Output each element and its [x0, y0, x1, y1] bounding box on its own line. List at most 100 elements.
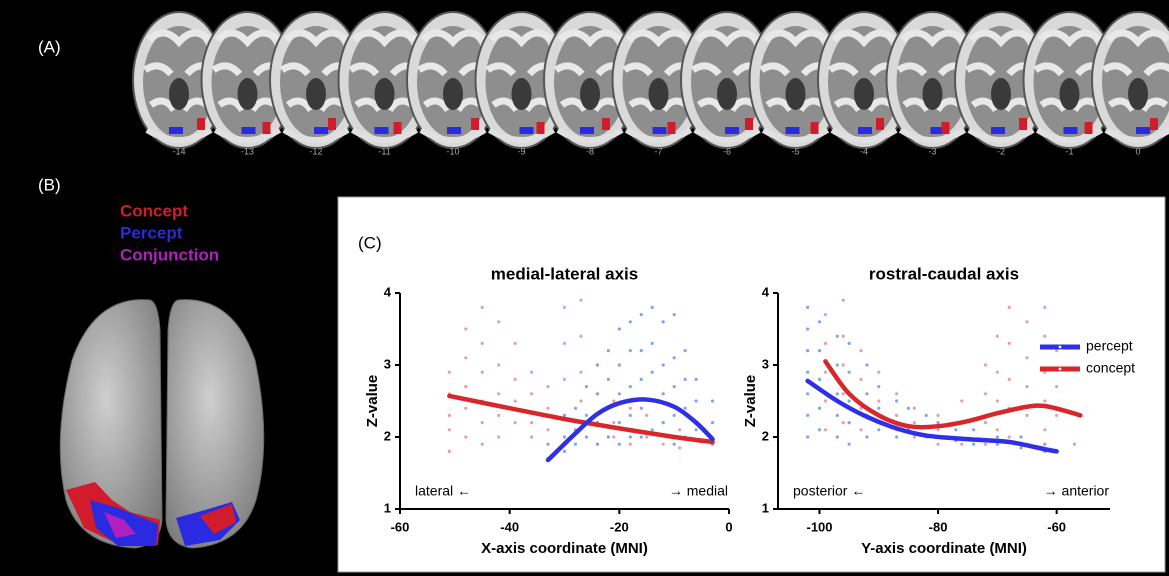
point: [936, 413, 940, 417]
point: [806, 349, 810, 353]
chart: 1 2 3 4 -60 -40 -20 0 medial-lateral axis X-axis …: [364, 264, 733, 556]
point: [936, 421, 940, 425]
point: [710, 399, 715, 403]
point: [606, 435, 610, 439]
point: [579, 370, 583, 374]
slice-label: -7: [654, 146, 662, 156]
point: [823, 399, 828, 403]
point: [1072, 442, 1077, 446]
point: [823, 370, 828, 374]
fit-line: [447, 393, 715, 445]
blob: [1063, 127, 1078, 134]
blob: [1150, 118, 1158, 130]
point: [912, 421, 916, 425]
point: [877, 385, 881, 389]
point: [960, 399, 964, 403]
point: [835, 435, 839, 439]
slice-label: -12: [309, 146, 322, 156]
point: [497, 320, 501, 324]
point: [817, 406, 822, 410]
point: [447, 413, 451, 417]
y-tick-label: 1: [384, 500, 391, 515]
point: [954, 428, 958, 432]
slice-label: -14: [172, 146, 185, 156]
panel-label: (B): [38, 175, 61, 194]
y-tick-label: 4: [384, 284, 392, 299]
point: [497, 363, 501, 367]
point: [645, 413, 649, 417]
point: [661, 320, 665, 324]
point: [639, 406, 643, 410]
point: [983, 363, 988, 367]
point: [912, 406, 916, 410]
point: [841, 334, 845, 338]
slice-label: -9: [517, 146, 525, 156]
point: [983, 442, 988, 446]
y-tick-label: 3: [384, 356, 391, 371]
point: [645, 435, 649, 439]
point: [573, 442, 578, 446]
point: [639, 377, 643, 381]
point: [859, 377, 863, 381]
point: [612, 421, 616, 425]
point: [1007, 377, 1011, 381]
point: [865, 435, 869, 439]
x-tick-label: -100: [806, 519, 832, 534]
point: [823, 313, 828, 317]
y-axis-label: Z-value: [742, 375, 759, 428]
point: [530, 392, 534, 396]
point: [546, 428, 550, 432]
point: [983, 421, 988, 425]
legend-entry: Concept: [120, 201, 188, 220]
chart-title: medial-lateral axis: [491, 264, 638, 283]
point: [841, 392, 845, 396]
point: [447, 428, 451, 432]
blob: [858, 127, 872, 134]
point: [865, 392, 869, 396]
legend: Concept Percept Conjunction: [120, 201, 219, 264]
point: [710, 421, 715, 425]
point: [672, 356, 676, 360]
point: [579, 298, 583, 302]
point: [847, 370, 851, 374]
point: [464, 435, 468, 439]
blob: [602, 118, 610, 130]
point: [894, 435, 899, 439]
point: [823, 428, 828, 432]
point: [530, 435, 534, 439]
point: [672, 313, 676, 317]
y-tick-label: 2: [384, 428, 391, 443]
blob: [580, 127, 594, 134]
blob: [447, 127, 461, 134]
point: [683, 406, 687, 410]
point: [817, 377, 822, 381]
point: [650, 341, 654, 345]
point: [877, 406, 881, 410]
point: [1043, 428, 1047, 432]
point: [817, 320, 822, 324]
point: [1025, 356, 1029, 360]
point: [1019, 435, 1023, 439]
blob: [328, 118, 336, 130]
point: [877, 399, 881, 403]
point: [806, 392, 810, 396]
point: [513, 421, 517, 425]
annotation: → anterior: [1044, 483, 1110, 499]
point: [661, 421, 665, 425]
legend-entry: Conjunction: [120, 245, 219, 264]
blob: [471, 118, 479, 130]
brain-slices: -14 -13 -12 -11 -10 -9 -8 -7 -6 -5 -4 -3 -2 -1 0: [133, 12, 1169, 156]
point: [546, 442, 550, 446]
point: [579, 334, 583, 338]
legend-swatch: [1058, 345, 1062, 349]
point: [639, 313, 643, 317]
slice-label: -13: [241, 146, 254, 156]
slice-label: -2: [997, 146, 1005, 156]
point: [1007, 305, 1011, 309]
point: [841, 363, 845, 367]
legend-swatch: [1058, 367, 1062, 371]
point: [983, 392, 988, 396]
point: [672, 442, 676, 446]
slice-label: -11: [378, 146, 390, 156]
point: [497, 392, 501, 396]
